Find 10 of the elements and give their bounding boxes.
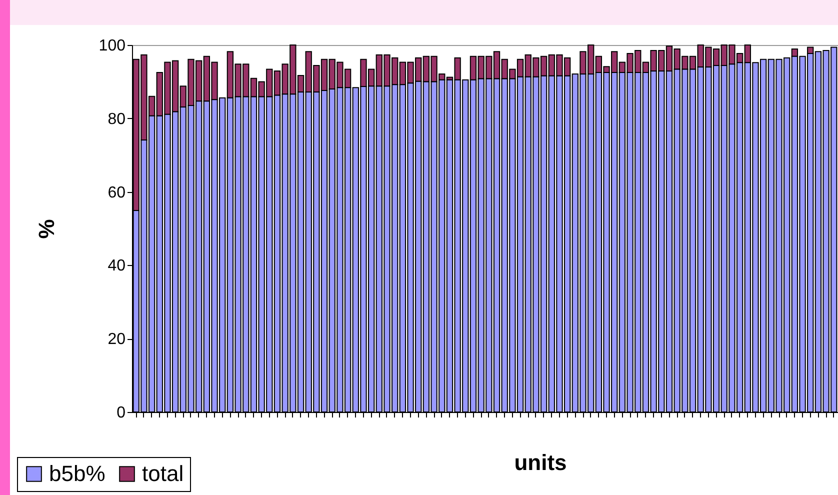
legend-label: b5b% (49, 461, 106, 486)
y-tick-label: 100 (98, 38, 126, 54)
y-tick-label: 20 (108, 331, 126, 348)
legend-label: total (142, 461, 184, 486)
y-axis-title: % (34, 219, 59, 239)
x-axis-title: units (514, 450, 567, 475)
y-tick-label: 60 (108, 184, 126, 202)
y-tick-label: 80 (108, 110, 126, 128)
y-tick-label: 40 (108, 258, 126, 275)
y-tick-label: 0 (116, 404, 126, 422)
